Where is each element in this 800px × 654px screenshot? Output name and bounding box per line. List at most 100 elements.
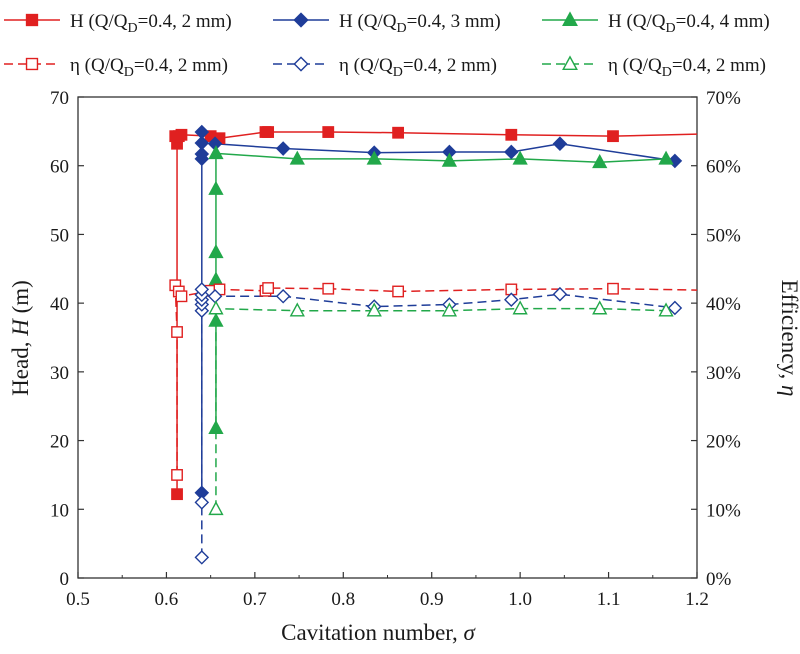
x-axis-title: Cavitation number, σ [281, 620, 476, 645]
y-left-tick-label: 0 [60, 569, 70, 590]
y-left-tick-label: 20 [50, 432, 69, 453]
series-2-point-1 [208, 312, 224, 327]
x-tick-label: 1.2 [685, 589, 709, 610]
plot-frame [77, 96, 698, 579]
legend-item-5: η (Q/QD=0.4, 2 mm) [542, 55, 766, 80]
y-left-tick-label: 10 [50, 500, 69, 521]
series-lines [174, 131, 698, 558]
series-0-point-11 [505, 128, 518, 141]
x-axis-ticks: 0.5 0.6 0.7 0.8 0.9 1.0 1.1 1.2 [66, 572, 709, 610]
series-3-point-10 [392, 285, 405, 298]
series-3-point-1 [171, 326, 183, 338]
y-right-tick-label: 50% [706, 225, 741, 246]
series-4-point-1 [194, 495, 210, 510]
series-2-point-11 [658, 150, 674, 165]
y-left-tick-label: 50 [50, 225, 69, 246]
series-0-point-8 [262, 126, 275, 138]
y-right-tick-label: 70% [706, 88, 741, 109]
series-1-point-4 [194, 124, 210, 140]
y-axis-left-title: Head, H (m) [8, 280, 33, 396]
series-5-point-2 [289, 302, 305, 317]
series-5-point-0 [208, 501, 224, 516]
legend-label: η (Q/QD=0.4, 2 mm) [339, 55, 497, 80]
legend-label: H (Q/QD=0.4, 2 mm) [70, 11, 232, 36]
y-right-tick-label: 60% [706, 157, 741, 178]
series-4-point-6 [194, 282, 210, 297]
plot-area-border [77, 96, 698, 579]
series-line-4 [201, 288, 675, 558]
x-tick-label: 0.5 [66, 589, 90, 610]
legend-item-4: η (Q/QD=0.4, 2 mm) [273, 55, 497, 80]
y-axis-left-ticks: 0 10 20 30 40 50 60 70 [50, 88, 84, 590]
series-1-point-9 [504, 144, 519, 160]
x-tick-label: 0.6 [155, 589, 179, 610]
series-0-point-0 [171, 488, 183, 501]
x-tick-label: 1.1 [597, 589, 621, 610]
series-2-point-5 [208, 145, 224, 160]
series-3-point-4 [175, 290, 188, 303]
series-4-point-12 [552, 286, 568, 302]
series-0-point-9 [322, 126, 335, 138]
y-axis-right-title: Efficiency, η [777, 280, 800, 397]
y-left-tick-label: 30 [50, 363, 69, 384]
legend-label: H (Q/QD=0.4, 4 mm) [608, 11, 770, 36]
series-2-point-2 [208, 271, 224, 286]
legend-swatch-marker [293, 12, 309, 28]
series-2-point-0 [208, 419, 224, 435]
series-2-point-9 [512, 150, 528, 165]
legend-label: η (Q/QD=0.4, 2 mm) [608, 55, 766, 80]
series-5-point-7 [658, 302, 674, 317]
series-3-point-8 [262, 282, 275, 294]
series-2-point-7 [366, 150, 382, 165]
series-2-point-4 [208, 180, 224, 195]
x-tick-label: 1.0 [508, 589, 532, 610]
legend-item-3: η (Q/QD=0.4, 2 mm) [4, 55, 228, 80]
series-4-point-11 [504, 292, 519, 307]
series-1-point-6 [275, 141, 291, 156]
series-line-3 [174, 284, 698, 475]
legend-swatch-marker [25, 13, 39, 27]
y-right-tick-label: 30% [706, 363, 741, 384]
series-2-point-3 [208, 244, 224, 259]
series-0-point-10 [392, 126, 405, 139]
y-left-tick-label: 40 [50, 294, 69, 315]
series-5-point-5 [512, 300, 528, 315]
series-2-point-10 [592, 154, 608, 169]
series-4-point-8 [275, 288, 291, 304]
y-axis-right-ticks: 0% 10% 20% 30% 40% 50% 60% 70% [691, 88, 741, 590]
legend-swatch-marker [25, 57, 39, 71]
x-tick-label: 0.7 [243, 589, 267, 610]
series-0-point-4 [175, 128, 188, 141]
series-1-point-3 [194, 135, 210, 151]
legend-label: η (Q/QD=0.4, 2 mm) [70, 55, 228, 80]
series-5-point-4 [441, 302, 458, 317]
y-left-tick-label: 60 [50, 157, 69, 178]
y-right-tick-label: 20% [706, 432, 741, 453]
series-0-point-12 [607, 130, 619, 143]
legend-swatch-marker [293, 56, 309, 72]
series-1-point-10 [552, 136, 568, 152]
legend-item-2: H (Q/QD=0.4, 4 mm) [542, 11, 770, 36]
series-2-point-6 [289, 150, 305, 165]
legend-swatch-marker [562, 55, 578, 71]
series-4-point-0 [194, 550, 210, 565]
legend-label: H (Q/QD=0.4, 3 mm) [339, 11, 501, 36]
x-tick-label: 0.9 [420, 589, 444, 610]
series-3-point-9 [322, 282, 335, 295]
series-5-point-6 [592, 300, 608, 315]
series-line-0 [174, 131, 698, 495]
series-1-point-2 [194, 146, 210, 162]
x-tick-label: 0.8 [331, 589, 355, 610]
series-markers [169, 124, 683, 565]
legend-swatch-marker [562, 11, 578, 27]
legend-item-1: H (Q/QD=0.4, 3 mm) [273, 11, 501, 36]
y-left-tick-label: 70 [50, 88, 69, 109]
series-line-5 [215, 307, 667, 510]
series-5-point-3 [366, 302, 382, 317]
series-3-point-0 [171, 469, 183, 481]
legend: H (Q/QD=0.4, 2 mm) H (Q/QD=0.4, 3 mm) H (Q… [4, 11, 770, 80]
series-1-point-11 [667, 153, 683, 169]
y-right-tick-label: 0% [706, 569, 732, 590]
series-2-point-8 [441, 152, 458, 167]
